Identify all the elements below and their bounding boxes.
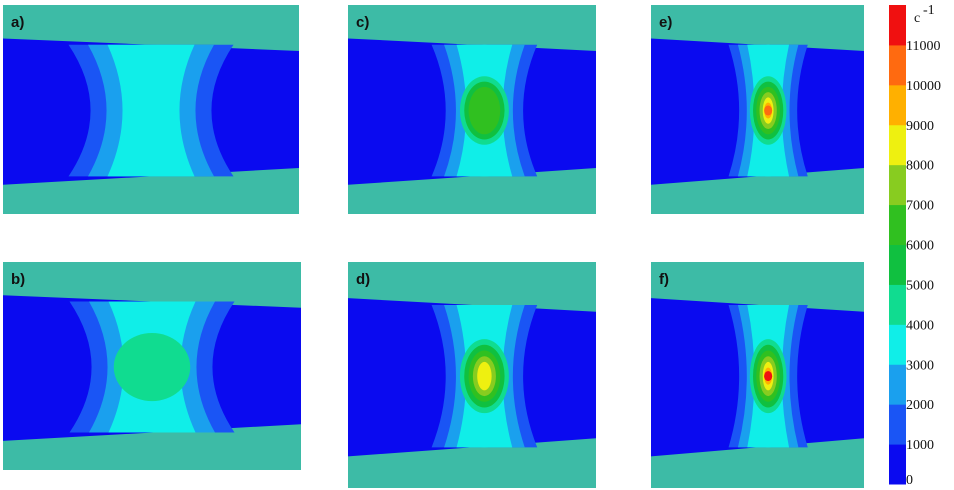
contour-lobe	[467, 44, 502, 65]
contour-lobe	[467, 304, 502, 325]
contour-panel: a)	[3, 5, 299, 214]
colorbar-band	[889, 284, 906, 325]
contour-lobe	[467, 427, 502, 448]
contour-lobe	[125, 412, 179, 433]
contour-band	[107, 44, 195, 177]
contour-lobe	[755, 304, 782, 325]
colorbar-tick-label: 4000	[906, 318, 934, 333]
colorbar-tick-label: 3000	[906, 358, 934, 373]
contour-panel: c)	[348, 5, 596, 214]
colorbar-band	[889, 204, 906, 245]
panel-label: a)	[11, 14, 24, 31]
colorbar-band	[889, 324, 906, 365]
contour-peak	[764, 371, 773, 382]
contour-lobe	[755, 156, 782, 177]
contour-panel: b)	[3, 262, 301, 470]
panel-label: f)	[659, 271, 669, 288]
colorbar-tick-label: 9000	[906, 119, 934, 134]
panel-label: b)	[11, 271, 25, 288]
contour-panel: d)	[348, 262, 596, 488]
colorbar-band	[889, 164, 906, 206]
colorbar-unit: c	[914, 11, 920, 26]
colorbar-unit-exponent: -1	[923, 3, 935, 18]
colorbar-band	[889, 84, 906, 126]
panel-label: c)	[356, 14, 369, 31]
contour-lobe	[467, 156, 502, 177]
colorbar-tick-label: 8000	[906, 159, 934, 174]
contour-peak	[113, 332, 191, 402]
contour-peak	[468, 86, 501, 135]
contour-lobe	[125, 301, 179, 322]
contour-panel: f)	[651, 262, 864, 488]
colorbar-band	[889, 244, 906, 285]
contour-lobe	[755, 427, 782, 448]
contour-panel: e)	[651, 5, 864, 214]
colorbar-tick-label: 0	[906, 473, 913, 488]
contour-peak	[477, 361, 492, 391]
colorbar-band	[889, 404, 906, 445]
colorbar-band	[889, 44, 906, 86]
colorbar: 0 1000 2000 3000 4000 5000 6000 7000 8000 9000 100…	[889, 3, 941, 488]
colorbar-tick-label: 2000	[906, 398, 934, 413]
colorbar-band	[889, 364, 906, 405]
colorbar-band	[889, 5, 906, 46]
colorbar-tick-label: 11000	[906, 39, 940, 54]
colorbar-band	[889, 124, 906, 166]
colorbar-band	[889, 444, 906, 485]
colorbar-tick-label: 1000	[906, 438, 934, 453]
colorbar-tick-label: 10000	[906, 79, 941, 94]
panel-label: d)	[356, 271, 370, 288]
panel-label: e)	[659, 14, 672, 31]
colorbar-tick-label: 7000	[906, 199, 934, 214]
contour-peak	[764, 105, 773, 116]
colorbar-tick-label: 5000	[906, 278, 934, 293]
colorbar-tick-label: 6000	[906, 239, 934, 254]
contour-lobe	[755, 44, 782, 65]
